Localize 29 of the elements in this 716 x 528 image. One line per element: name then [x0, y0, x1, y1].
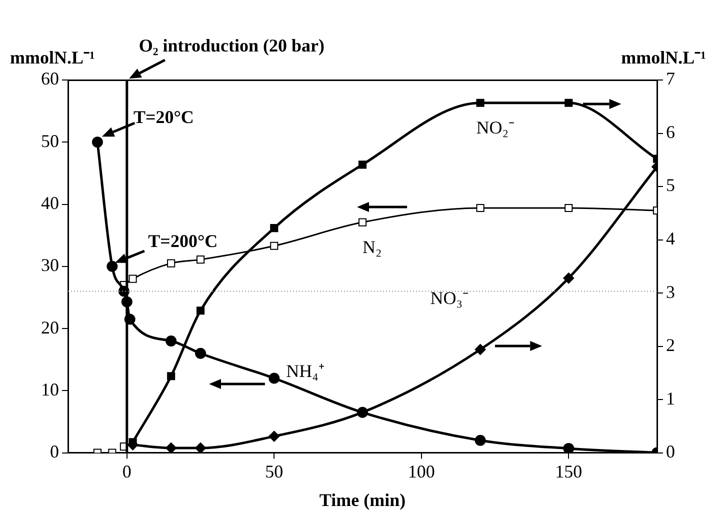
- y-tick-label: 60: [41, 68, 59, 89]
- y2-tick-label: 6: [666, 122, 675, 142]
- y-tick-label: 30: [41, 255, 59, 276]
- annotation: T=20°C: [133, 106, 194, 127]
- y2-tick-label: 0: [666, 442, 675, 462]
- x-tick-label: 100: [408, 461, 435, 482]
- y-axis-title: mmolN.L⁻¹: [10, 48, 95, 68]
- y-tick-label: 50: [41, 130, 59, 151]
- series-label: NO₂⁻: [476, 118, 515, 138]
- x-tick-label: 50: [265, 461, 284, 482]
- y2-tick-label: 4: [666, 228, 675, 249]
- ref-line-label: O₂ introduction (20 bar): [138, 36, 324, 56]
- x-tick-label: 150: [555, 461, 582, 482]
- y2-tick-label: 2: [666, 335, 675, 356]
- y-tick-label: 10: [41, 379, 59, 400]
- y-tick-label: 40: [41, 193, 59, 213]
- y-tick-label: 20: [41, 317, 59, 338]
- y2-axis-title: mmolN.L⁻¹: [621, 48, 706, 68]
- annotation: T=200°C: [148, 231, 218, 252]
- y-tick-label: 0: [50, 442, 59, 462]
- series-label: N₂: [362, 237, 382, 258]
- y2-tick-label: 7: [666, 68, 675, 89]
- y2-tick-label: 3: [666, 282, 675, 302]
- x-axis-title: Time (min): [319, 490, 406, 510]
- text: NO₃⁻: [430, 288, 469, 308]
- x-tick-label: 0: [122, 461, 132, 482]
- y2-tick-label: 1: [666, 388, 675, 408]
- y2-tick-label: 5: [666, 175, 675, 196]
- series-label: NH₄⁺: [286, 360, 324, 381]
